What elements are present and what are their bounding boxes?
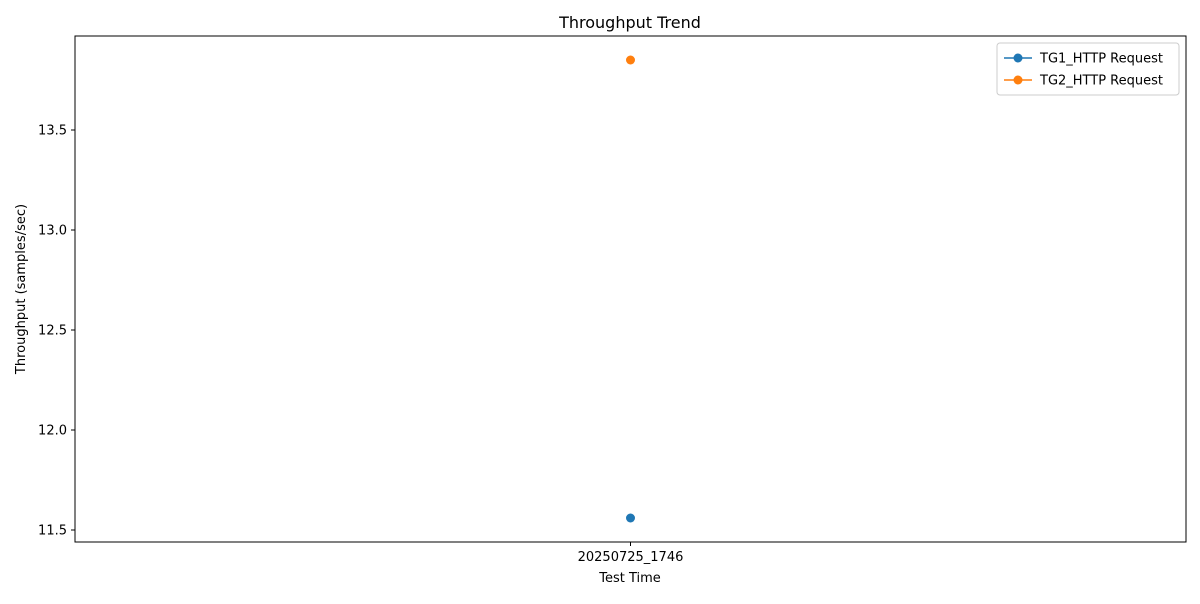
x-axis: 20250725_1746	[578, 542, 684, 565]
y-tick-label: 13.0	[38, 224, 67, 239]
y-tick-label: 12.5	[38, 324, 67, 339]
legend-label: TG1_HTTP Request	[1039, 52, 1163, 67]
chart-title: Throughput Trend	[558, 13, 701, 32]
legend: TG1_HTTP Request TG2_HTTP Request	[996, 42, 1180, 96]
y-axis: 11.5 12.0 12.5 13.0 13.5	[38, 124, 75, 539]
legend-item: TG1_HTTP Request	[1004, 52, 1163, 67]
series-layer	[626, 55, 635, 523]
y-tick-label: 12.0	[38, 424, 67, 439]
legend-item: TG2_HTTP Request	[1004, 74, 1163, 89]
legend-box	[996, 42, 1180, 96]
legend-marker	[1013, 53, 1023, 63]
x-axis-label: Test Time	[598, 571, 661, 586]
x-tick-label: 20250725_1746	[578, 550, 684, 565]
series-1	[626, 513, 635, 523]
legend-label: TG2_HTTP Request	[1039, 74, 1163, 89]
y-tick-label: 13.5	[38, 124, 67, 139]
data-point	[626, 55, 635, 65]
y-tick-label: 11.5	[38, 524, 67, 539]
y-axis-label: Throughput (samples/sec)	[14, 204, 29, 375]
legend-marker	[1013, 75, 1023, 85]
data-point	[626, 513, 635, 523]
series-2	[626, 55, 635, 65]
